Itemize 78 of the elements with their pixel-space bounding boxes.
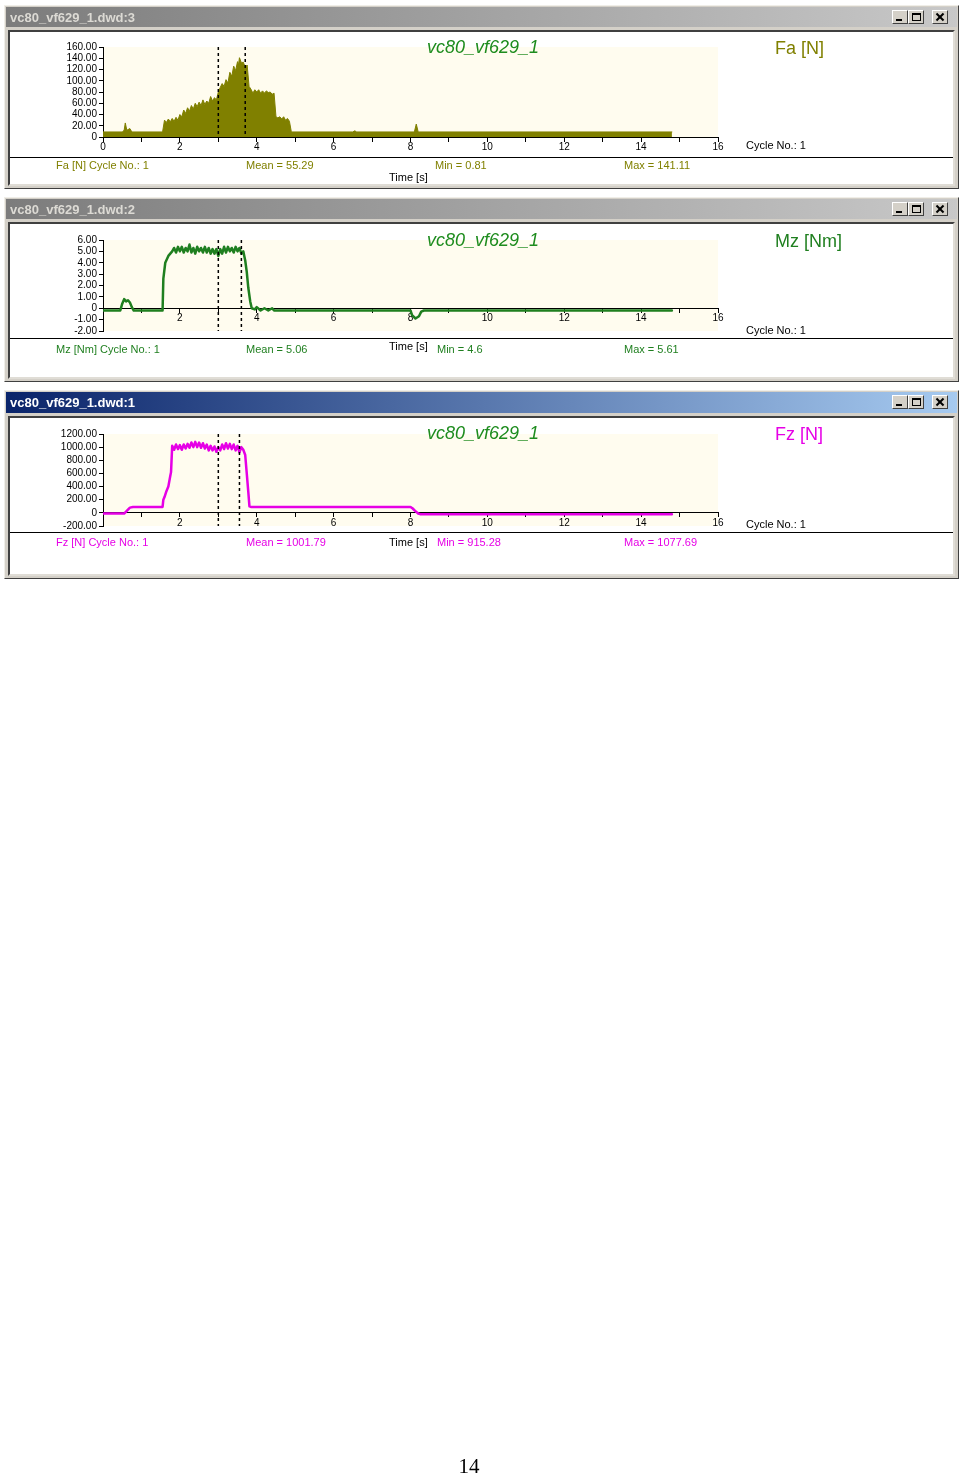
y-tick-label: 1200.00 [60, 427, 98, 439]
x-axis-title: Time [s] [389, 536, 428, 548]
y-tick-label: 200.00 [66, 493, 98, 505]
text: Fz [N] Cycle No.: 1 [56, 536, 149, 548]
y-tick-label: -200.00 [63, 519, 98, 531]
x-tick-label: 4 [253, 140, 260, 152]
text: Max = 1077.69 [624, 536, 698, 548]
y-tick-label: 2.00 [77, 279, 98, 291]
x-tick-label: 16 [712, 140, 724, 152]
y-tick-label: 100.00 [66, 74, 98, 86]
text: Mz [Nm] [775, 231, 842, 252]
x-tick-label: 4 [253, 516, 260, 528]
text: Cycle No.: 1 [746, 139, 806, 151]
y-tick-label: 1.00 [77, 290, 98, 302]
y-tick-label: 800.00 [66, 454, 98, 466]
x-tick-label: 14 [635, 140, 648, 152]
y-tick-label: 0 [91, 506, 98, 518]
x-tick-label: 6 [330, 140, 337, 152]
x-tick-label: 6 [330, 516, 337, 528]
x-tick-label: 10 [481, 516, 494, 528]
y-tick-label: 60.00 [71, 97, 98, 108]
chart-subtitle: vc80_vf629_1 [426, 37, 540, 58]
x-tick-label: 14 [635, 312, 648, 323]
y-tick-label: 140.00 [66, 52, 98, 63]
y-tick-label: 160.00 [66, 40, 98, 52]
text: Cycle No.: 1 [746, 518, 806, 530]
x-tick-label: 16 [712, 516, 724, 528]
y-tick-label: 0 [91, 302, 98, 313]
text: Min = 915.28 [437, 536, 501, 548]
y-tick-label: 4.00 [77, 256, 98, 268]
chart-subtitle: vc80_vf629_1 [426, 230, 540, 251]
x-tick-label: 2 [177, 516, 184, 528]
y-tick-label: 3.00 [77, 267, 98, 279]
text: Min = 0.81 [435, 159, 487, 171]
text: Cycle No.: 1 [746, 324, 806, 336]
text: Mz [Nm] Cycle No.: 1 [56, 343, 160, 355]
text: Fz [N] [775, 424, 823, 445]
y-tick-label: 120.00 [66, 63, 98, 75]
x-tick-label: 6 [330, 312, 337, 323]
x-tick-label: 10 [481, 312, 494, 323]
x-tick-label: 16 [712, 312, 724, 323]
y-tick-label: 6.00 [77, 233, 98, 245]
x-tick-label: 0 [100, 140, 107, 152]
text: Fa [N] Cycle No.: 1 [56, 159, 149, 171]
x-tick-label: 12 [558, 516, 571, 528]
chart-title: vc80_vf629_1.dwd:1 [10, 395, 136, 410]
text: Max = 5.61 [624, 343, 679, 355]
text: Mean = 55.29 [246, 159, 314, 171]
chart-title: vc80_vf629_1.dwd:3 [10, 10, 136, 25]
text: Fa [N] [775, 38, 825, 59]
y-tick-label: 400.00 [66, 480, 98, 492]
text: Mean = 5.06 [246, 343, 308, 355]
x-tick-label: 2 [177, 140, 184, 152]
x-axis-title: Time [s] [389, 171, 428, 183]
x-tick-label: 8 [407, 516, 414, 528]
text: Min = 4.6 [437, 343, 483, 355]
y-tick-label: -1.00 [74, 313, 98, 325]
y-tick-label: 20.00 [71, 119, 98, 131]
x-axis-title: Time [s] [389, 340, 428, 352]
chart-title: vc80_vf629_1.dwd:2 [10, 202, 136, 217]
x-tick-label: 12 [558, 140, 571, 152]
x-tick-label: 8 [407, 140, 414, 152]
y-tick-label: 600.00 [66, 467, 98, 479]
text: Mean = 1001.79 [246, 536, 326, 548]
y-tick-label: 0 [91, 130, 98, 142]
y-tick-label: 5.00 [77, 245, 98, 257]
y-tick-label: 1000.00 [60, 440, 98, 452]
x-tick-label: 14 [635, 516, 648, 528]
x-tick-label: 12 [558, 312, 571, 323]
y-tick-label: -2.00 [74, 324, 98, 336]
text: 14 [458, 1454, 480, 1478]
chart-subtitle: vc80_vf629_1 [426, 423, 540, 444]
text: Max = 141.11 [624, 159, 691, 171]
y-tick-label: 40.00 [71, 108, 98, 120]
x-tick-label: 2 [177, 312, 184, 323]
x-tick-label: 10 [481, 140, 494, 152]
y-tick-label: 80.00 [71, 85, 98, 97]
x-tick-label: 4 [253, 312, 260, 323]
